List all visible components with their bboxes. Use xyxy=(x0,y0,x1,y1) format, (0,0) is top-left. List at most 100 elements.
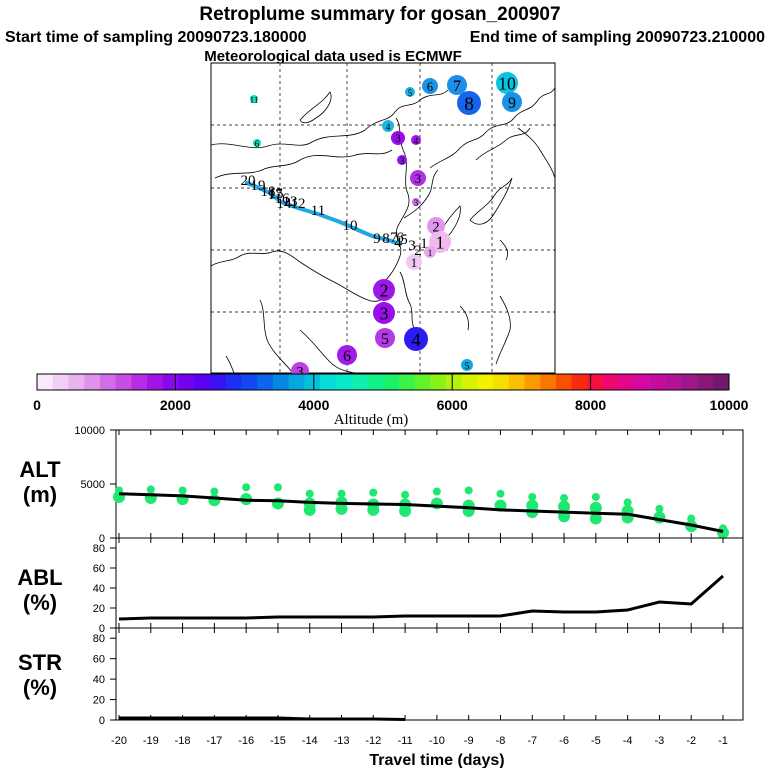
plume-marker xyxy=(457,91,481,115)
colorbar-cell xyxy=(272,374,290,390)
colorbar-cell xyxy=(713,374,730,390)
x-tick-label: -8 xyxy=(496,735,506,747)
trajectory-day-label: 3 xyxy=(408,238,416,254)
x-tick-label: -5 xyxy=(591,735,601,747)
plume-marker-label: 3 xyxy=(400,156,405,166)
trajectory-day-label: 14 xyxy=(277,196,293,212)
alt-scatter-point xyxy=(369,488,378,497)
plume-marker-label: 1 xyxy=(436,233,445,253)
str-y-tick-label: 80 xyxy=(93,633,105,645)
trajectory-day-label: 17 xyxy=(268,187,284,203)
colorbar-cell xyxy=(414,374,431,390)
alt-scatter-point xyxy=(242,483,251,492)
abl-panel-unit: (%) xyxy=(23,590,57,615)
colorbar-cell xyxy=(524,374,541,390)
alt-scatter-point xyxy=(210,487,219,496)
alt-scatter-points xyxy=(113,483,729,539)
plume-marker-label: 3 xyxy=(380,304,389,324)
plume-marker-label: 3 xyxy=(414,198,419,208)
colorbar-cell xyxy=(540,374,557,390)
alt-y-tick-label: 0 xyxy=(99,533,105,545)
colorbar-cell xyxy=(587,374,604,390)
str-panel: STR (%) 0 20 40 60 80 xyxy=(18,627,744,727)
colorbar-cell xyxy=(288,374,305,390)
trajectory-path xyxy=(245,181,402,246)
plume-marker-label: 1 xyxy=(428,248,433,259)
alt-y-tick-label: 5000 xyxy=(81,479,105,491)
colorbar-cell xyxy=(666,374,683,390)
x-tick-label: -2 xyxy=(686,735,696,747)
x-tick-label: -19 xyxy=(143,735,159,747)
trajectory-day-label: 12 xyxy=(291,196,306,212)
alt-scatter-point xyxy=(337,489,346,498)
plume-marker xyxy=(253,139,261,147)
figure-title: Retroplume summary for gosan_200907 xyxy=(199,4,560,25)
colorbar-cell xyxy=(556,374,573,390)
abl-x-ticks xyxy=(118,538,724,628)
abl-y-tick-label: 60 xyxy=(93,563,105,575)
colorbar-cell xyxy=(225,374,242,390)
trajectory-day-label: 9 xyxy=(373,231,381,247)
colorbar-cell xyxy=(398,374,415,390)
altitude-colorbar: 0 2000 4000 6000 8000 10000 Altitude (m) xyxy=(33,373,749,428)
alt-scatter-point xyxy=(528,492,537,501)
abl-y-tick-label: 40 xyxy=(93,583,105,595)
alt-scatter-point xyxy=(146,485,155,494)
trajectory-day-label: 7 xyxy=(390,230,398,246)
alt-scatter-point xyxy=(558,500,571,513)
x-tick-label: -12 xyxy=(365,735,381,747)
colorbar-cell xyxy=(52,374,69,390)
colorbar-cell xyxy=(84,374,101,390)
alt-panel: ALT (m) 0 5000 10000 xyxy=(19,425,744,545)
trajectory-day-label: 19 xyxy=(251,178,266,194)
alt-scatter-point xyxy=(303,503,316,516)
alt-scatter-point xyxy=(589,501,602,514)
colorbar-cell xyxy=(147,374,164,390)
colorbar-tick-label: 6000 xyxy=(437,397,468,413)
alt-scatter-point xyxy=(335,502,348,515)
trajectory-day-label: 4 xyxy=(394,235,402,251)
plume-marker-label: 4 xyxy=(411,330,421,351)
colorbar-cell xyxy=(99,374,117,390)
x-tick-label: -1 xyxy=(718,735,728,747)
trajectory-day-label: 11 xyxy=(311,203,325,219)
colorbar-cell xyxy=(571,374,588,390)
abl-line xyxy=(118,574,724,621)
alt-scatter-point xyxy=(399,505,412,517)
colorbar-cell xyxy=(697,374,714,390)
alt-scatter-point xyxy=(305,489,314,498)
alt-scatter-point xyxy=(560,494,569,503)
plume-marker-label: 2 xyxy=(432,219,439,235)
alt-scatter-point xyxy=(178,486,187,495)
plume-marker xyxy=(461,359,473,371)
map-frame xyxy=(210,62,556,374)
str-plot-frame xyxy=(115,627,744,721)
colorbar-cell xyxy=(320,374,337,390)
trajectory-day-label: 13 xyxy=(283,194,298,210)
plume-marker xyxy=(250,95,258,103)
plume-marker xyxy=(502,92,522,112)
abl-y-tick-label: 0 xyxy=(99,623,105,635)
plume-marker xyxy=(406,254,422,270)
abl-panel: ABL (%) 0 20 40 60 80 xyxy=(17,537,744,635)
alt-scatter-point xyxy=(273,483,282,492)
str-panel-label: STR xyxy=(18,650,62,675)
alt-plot-frame xyxy=(115,429,744,539)
plume-marker-label: 1 xyxy=(411,256,417,270)
plume-marker xyxy=(373,302,395,324)
plume-marker xyxy=(405,87,415,97)
alt-panel-unit: (m) xyxy=(23,482,57,507)
colorbar-cell xyxy=(162,374,179,390)
plume-marker-label: 5 xyxy=(381,331,389,348)
x-tick-label: -20 xyxy=(111,735,127,747)
abl-y-tick-label: 20 xyxy=(93,603,105,615)
str-y-tick-label: 20 xyxy=(93,695,105,707)
colorbar-frame xyxy=(36,373,730,391)
str-x-ticks xyxy=(118,628,724,720)
trajectory-day-label: 6 xyxy=(396,230,404,246)
plume-marker xyxy=(404,327,428,351)
trajectory-day-label: 10 xyxy=(343,218,358,234)
plume-marker-label: 6 xyxy=(427,80,434,94)
plume-marker xyxy=(424,246,436,258)
